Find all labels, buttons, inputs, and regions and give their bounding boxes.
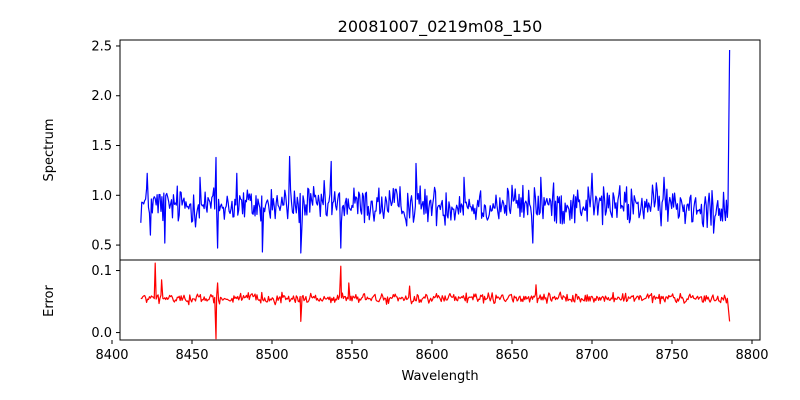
error-y-ticks: 0.0 0.1 bbox=[91, 264, 120, 341]
x-tick-label: 8700 bbox=[575, 348, 608, 363]
error-ytick-label: 0.1 bbox=[91, 264, 112, 279]
spectrum-y-ticks: 0.5 1.0 1.5 2.0 2.5 bbox=[91, 39, 120, 254]
chart-title: 20081007_0219m08_150 bbox=[338, 17, 543, 37]
spectrum-ytick-label: 2.0 bbox=[91, 89, 112, 104]
x-tick-label: 8600 bbox=[415, 348, 448, 363]
x-tick-label: 8650 bbox=[495, 348, 528, 363]
spectrum-series-line bbox=[140, 49, 731, 254]
error-ytick-label: 0.0 bbox=[91, 326, 112, 341]
spectrum-ytick-label: 2.5 bbox=[91, 39, 112, 54]
spectrum-ylabel: Spectrum bbox=[42, 119, 57, 182]
x-axis-label: Wavelength bbox=[401, 369, 478, 384]
error-plot-area bbox=[140, 262, 731, 340]
x-tick-label: 8450 bbox=[175, 348, 208, 363]
x-tick-label: 8750 bbox=[655, 348, 688, 363]
error-axes-frame bbox=[119, 259, 761, 341]
spectrum-ytick-label: 0.5 bbox=[91, 239, 112, 254]
error-ylabel: Error bbox=[42, 285, 57, 317]
x-tick-label: 8550 bbox=[335, 348, 368, 363]
spectrum-ytick-label: 1.5 bbox=[91, 139, 112, 154]
x-tick-label: 8500 bbox=[255, 348, 288, 363]
spectrum-ytick-label: 1.0 bbox=[91, 189, 112, 204]
error-series-line bbox=[140, 262, 731, 340]
error-panel: 0.00.1 8400 8450 8500 8550 8600 8650 8700 8750 8… bbox=[42, 259, 769, 384]
x-tick-label: 8800 bbox=[735, 348, 768, 363]
x-tick-label: 8400 bbox=[95, 348, 128, 363]
spectrum-plot-area bbox=[140, 49, 731, 254]
error-x-ticks: 8400 8450 8500 8550 8600 8650 8700 8750 8800 bbox=[95, 340, 769, 363]
